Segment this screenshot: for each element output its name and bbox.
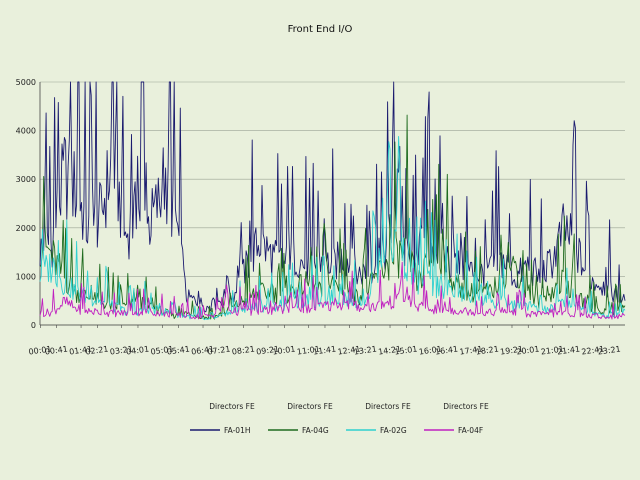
legend-series-label: FA-04F	[458, 426, 483, 435]
x-tick-label: 14:21	[378, 344, 402, 356]
x-tick-label: 22:41	[581, 344, 605, 356]
series-line-fa-04g	[39, 114, 626, 320]
chart-title: Front End I/O	[288, 24, 353, 35]
x-tick-label: 21:01	[540, 344, 564, 356]
x-tick-label: 00:01	[28, 344, 52, 356]
x-tick-label: 11:01	[296, 344, 320, 356]
legend-series-label: FA-01H	[224, 426, 250, 435]
series-line-fa-02g	[39, 136, 626, 321]
x-tick-label: 05:01	[150, 344, 174, 356]
x-tick-label: 21:41	[557, 344, 581, 356]
x-tick-label: 13:21	[353, 344, 377, 356]
legend-series-label: FA-04G	[302, 426, 329, 435]
legend-group-label: Directors FE	[209, 402, 255, 411]
x-tick-label: 20:01	[516, 344, 540, 356]
legend-group-label: Directors FE	[287, 402, 333, 411]
x-tick-label: 02:21	[85, 344, 109, 356]
x-tick-label: 19:21	[500, 344, 524, 356]
y-tick-label: 3000	[16, 175, 36, 184]
x-tick-label: 05:41	[166, 344, 190, 356]
x-tick-label: 01:41	[69, 344, 93, 356]
x-tick-label: 18:21	[475, 344, 499, 356]
legend-group-label: Directors FE	[365, 402, 411, 411]
x-tick-label: 16:41	[435, 344, 459, 356]
x-tick-label: 06:41	[191, 344, 215, 356]
x-tick-label: 03:21	[109, 344, 133, 356]
x-tick-label: 17:41	[459, 344, 483, 356]
x-tick-label: 15:01	[394, 344, 418, 356]
x-tick-label: 00:41	[44, 344, 68, 356]
x-tick-label: 23:21	[597, 344, 621, 356]
x-tick-label: 12:41	[337, 344, 361, 356]
y-tick-label: 4000	[16, 127, 36, 136]
x-tick-label: 10:01	[272, 344, 296, 356]
series-lines	[39, 81, 626, 321]
series-line-fa-04f	[39, 261, 626, 320]
x-tick-label: 09:21	[256, 344, 280, 356]
legend-series-label: FA-02G	[380, 426, 407, 435]
y-tick-label: 5000	[16, 78, 36, 87]
series-line-fa-01h	[39, 81, 626, 313]
x-tick-label: 16:01	[418, 344, 442, 356]
x-tick-label: 04:01	[126, 344, 150, 356]
x-tick-label: 11:41	[313, 344, 337, 356]
y-tick-label: 2000	[16, 224, 36, 233]
legend: Directors FE FA-01H Directors FE FA-04G Dire…	[190, 402, 489, 435]
y-tick-label: 0	[31, 321, 36, 330]
y-tick-label: 1000	[16, 272, 36, 281]
x-tick-label: 07:21	[207, 344, 231, 356]
legend-group-label: Directors FE	[443, 402, 489, 411]
x-tick-label: 08:21	[231, 344, 255, 356]
